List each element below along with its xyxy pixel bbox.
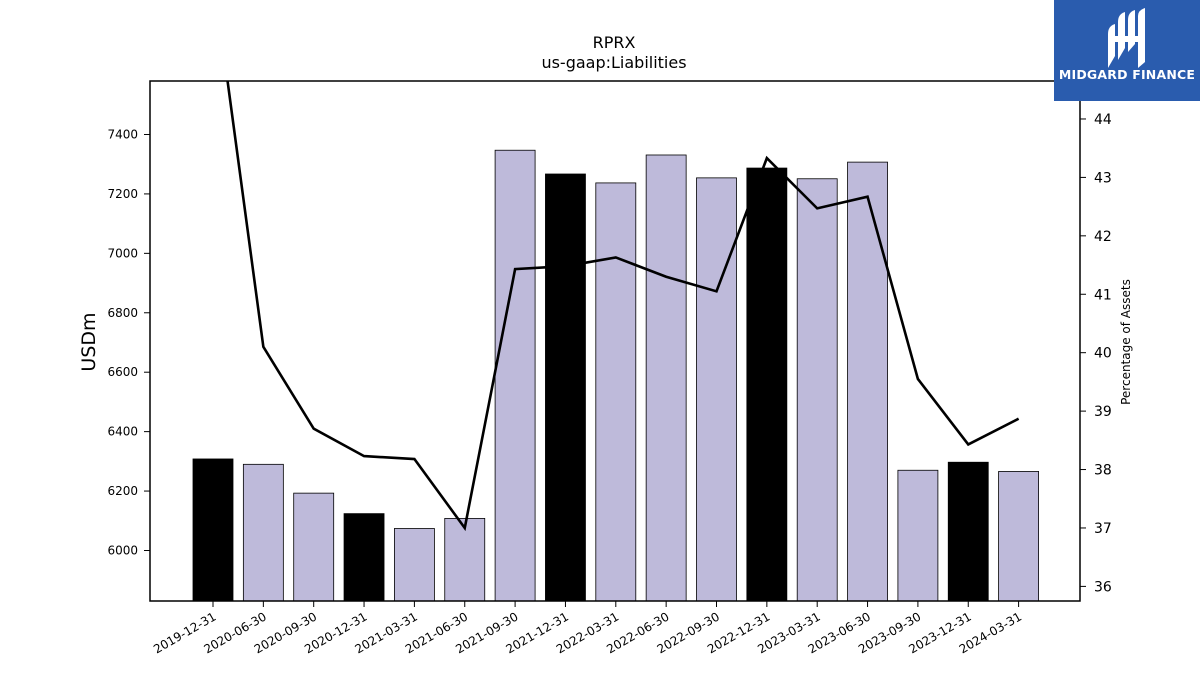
y2-tick-label: 41 [1094,287,1112,303]
y2-tick-label: 43 [1094,170,1112,186]
y-tick-label: 7000 [107,246,138,260]
bar-2023-09-30 [897,469,939,602]
y-tick-label: 6000 [107,543,138,557]
y2-axis-label: Percentage of Assets [1119,279,1133,405]
line-layer [226,81,1020,532]
logo-text: MIDGARD FINANCE [1058,67,1196,82]
y2-tick-label: 37 [1094,521,1112,537]
y2-tick-label: 42 [1094,229,1112,245]
bars-layer [192,149,1039,602]
bar-2020-06-30 [242,463,284,602]
bar-2020-09-30 [293,492,335,602]
y-tick-label: 7400 [107,127,138,141]
bar-2024-03-31 [998,471,1039,602]
bar-2023-12-31 [947,461,989,602]
y-tick-label: 6200 [107,484,138,498]
percentage-line [226,81,1020,532]
bar-2021-03-31 [393,528,435,602]
bar-2023-06-30 [847,161,888,602]
bar-2020-12-31 [343,513,385,602]
y-tick-label: 7200 [107,187,138,201]
y2-tick-label: 40 [1094,346,1112,362]
bar-2019-12-31 [192,458,234,602]
bar-2022-03-31 [595,182,637,602]
bar-2022-06-30 [645,154,687,602]
y2-tick-label: 38 [1094,463,1112,479]
bar-2021-09-30 [494,149,536,602]
y-axis-label: USDm [78,312,100,371]
y-tick-label: 6400 [107,425,138,439]
y-tick-label: 6800 [107,306,138,320]
bar-2022-12-31 [746,167,788,602]
chart-title: RPRX [593,33,636,52]
y2-tick-label: 39 [1094,404,1112,420]
y2-tick-label: 36 [1094,579,1112,595]
bar-2022-09-30 [696,177,737,602]
plot-frame [149,80,1081,602]
bar-2023-03-31 [796,178,838,602]
y2-tick-label: 44 [1094,112,1112,128]
y-tick-label: 6600 [107,365,138,379]
bar-2021-06-30 [444,517,486,602]
logo: MIDGARD FINANCE [1054,0,1200,101]
bar-2021-12-31 [545,173,586,602]
chart-subtitle: us-gaap:Liabilities [541,53,686,72]
midgard-logo-icon [1108,8,1145,68]
